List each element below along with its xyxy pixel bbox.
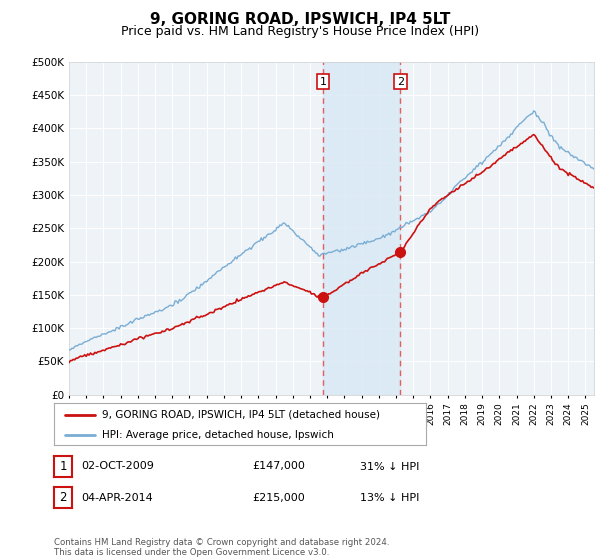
Text: 2: 2 xyxy=(59,491,67,505)
Text: 04-APR-2014: 04-APR-2014 xyxy=(81,493,153,503)
Text: Price paid vs. HM Land Registry's House Price Index (HPI): Price paid vs. HM Land Registry's House … xyxy=(121,25,479,38)
Text: 02-OCT-2009: 02-OCT-2009 xyxy=(81,461,154,472)
Text: £147,000: £147,000 xyxy=(252,461,305,472)
Text: 31% ↓ HPI: 31% ↓ HPI xyxy=(360,461,419,472)
Text: 2: 2 xyxy=(397,77,404,87)
Text: 1: 1 xyxy=(59,460,67,473)
Text: 9, GORING ROAD, IPSWICH, IP4 5LT: 9, GORING ROAD, IPSWICH, IP4 5LT xyxy=(150,12,450,27)
Text: Contains HM Land Registry data © Crown copyright and database right 2024.
This d: Contains HM Land Registry data © Crown c… xyxy=(54,538,389,557)
Text: 9, GORING ROAD, IPSWICH, IP4 5LT (detached house): 9, GORING ROAD, IPSWICH, IP4 5LT (detach… xyxy=(103,410,380,420)
Text: 13% ↓ HPI: 13% ↓ HPI xyxy=(360,493,419,503)
Text: HPI: Average price, detached house, Ipswich: HPI: Average price, detached house, Ipsw… xyxy=(103,430,334,440)
Text: 1: 1 xyxy=(319,77,326,87)
Bar xyxy=(323,62,400,395)
Text: £215,000: £215,000 xyxy=(252,493,305,503)
